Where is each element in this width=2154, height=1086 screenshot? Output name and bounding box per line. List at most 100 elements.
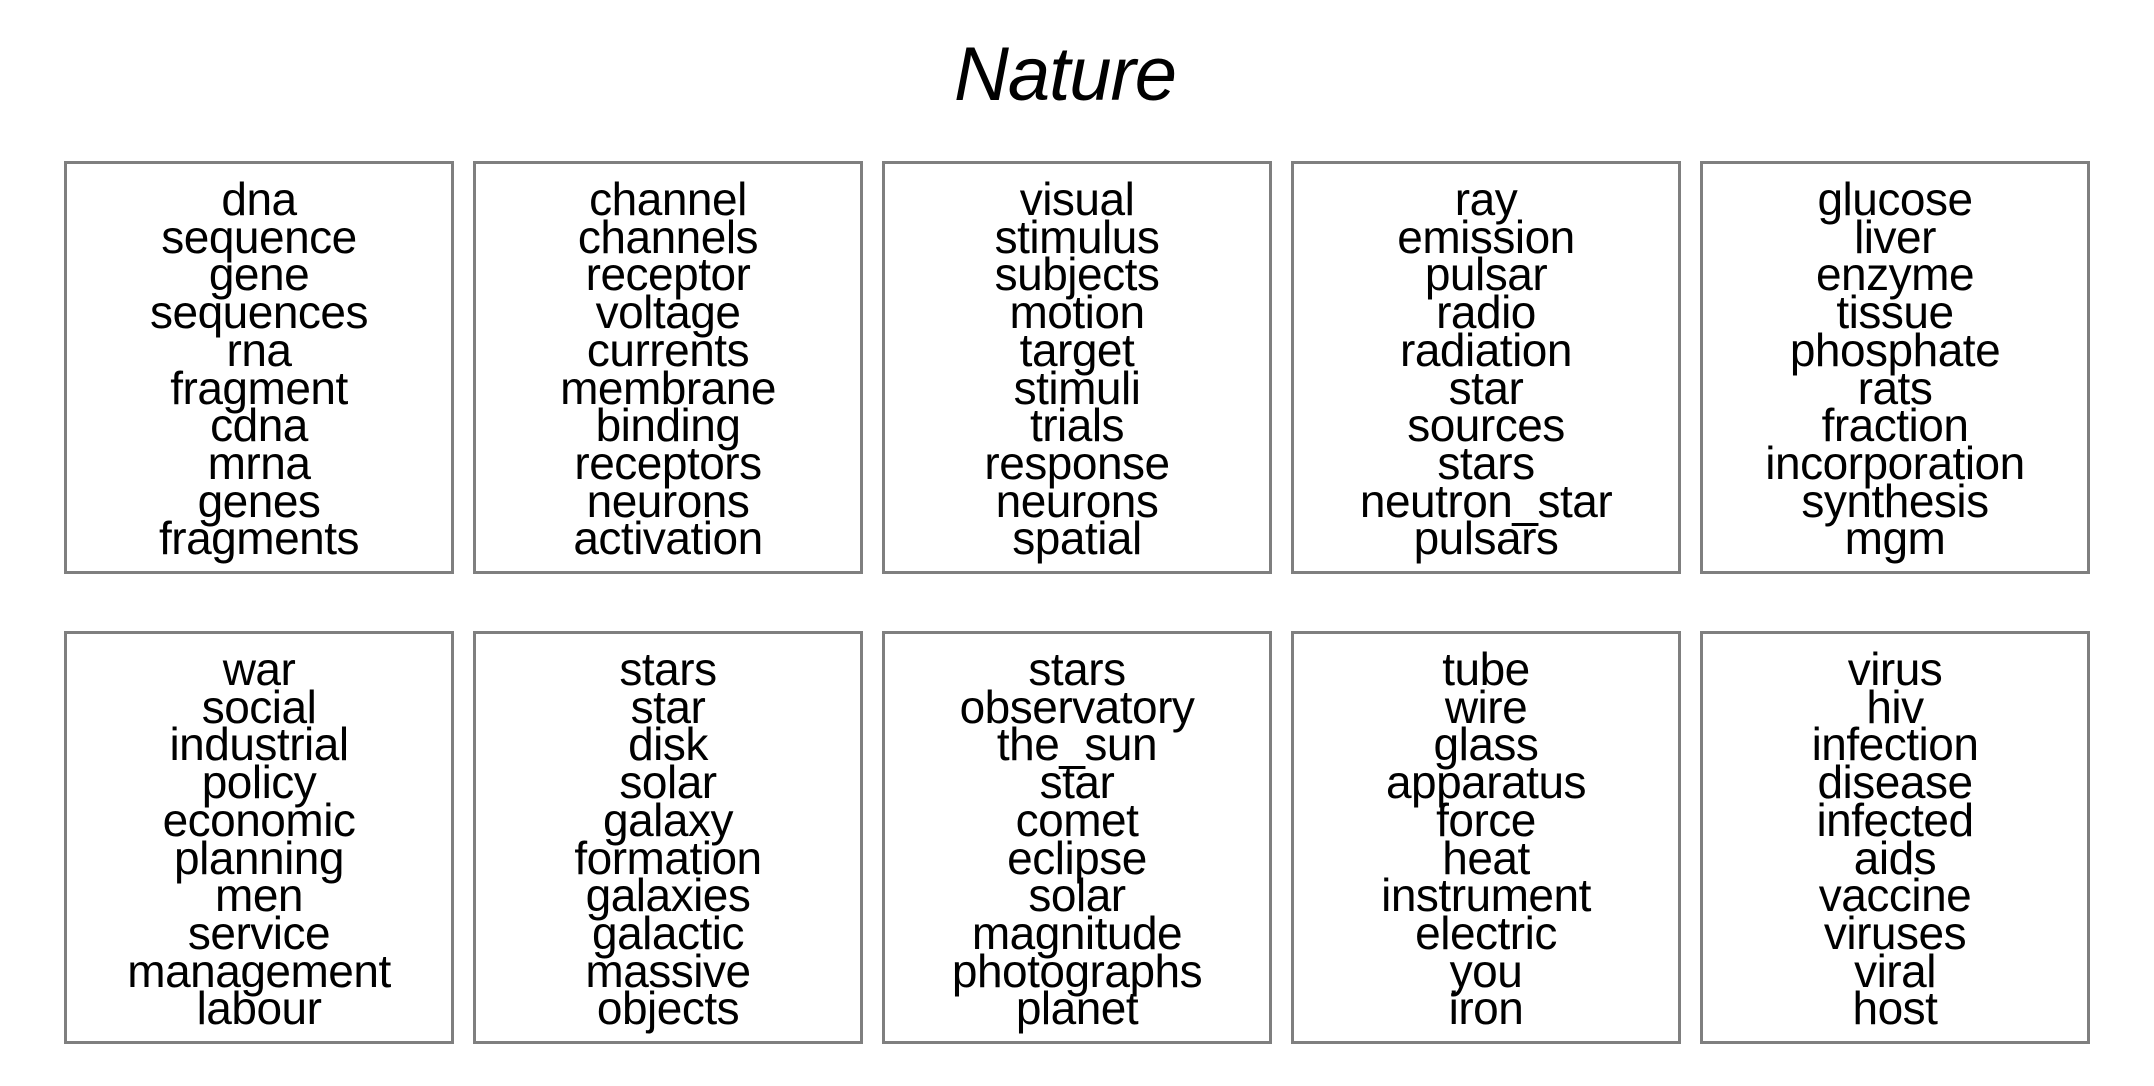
topic-word: fraction <box>1821 399 1969 452</box>
topic-word: sequences <box>150 286 369 339</box>
topic-word: massive <box>585 944 751 997</box>
topic-word: objects <box>596 982 740 1035</box>
topic-word: infected <box>1816 793 1974 846</box>
topic-word: economic <box>162 793 356 846</box>
topic-word: star <box>630 680 706 733</box>
topic-word: infection <box>1811 718 1979 771</box>
topic-word: stars <box>1028 642 1126 695</box>
topic-word: observatory <box>959 680 1195 733</box>
topic-word: tissue <box>1836 286 1954 339</box>
topic-word: incorporation <box>1765 436 2025 489</box>
topic-word: service <box>187 906 331 959</box>
topic-word: response <box>984 436 1170 489</box>
topic-word: glass <box>1433 718 1539 771</box>
topic-word: stars <box>1437 436 1535 489</box>
topic-word: stimuli <box>1013 361 1141 414</box>
topic-box-10: virus hiv infection disease infected aids vacc… <box>1700 631 2090 1044</box>
topic-word: phosphate <box>1789 323 2001 376</box>
topic-word: eclipse <box>1007 831 1147 884</box>
topic-word: radio <box>1436 286 1536 339</box>
topic-word: instrument <box>1381 869 1591 922</box>
topic-word: galactic <box>592 906 744 959</box>
topic-word: sources <box>1407 399 1565 452</box>
topic-word: neutron_star <box>1359 474 1613 527</box>
topic-word: synthesis <box>1801 474 1989 527</box>
topic-word: policy <box>201 756 317 809</box>
topic-word: force <box>1436 793 1536 846</box>
topic-word: voltage <box>595 286 741 339</box>
topic-word: apparatus <box>1385 756 1587 809</box>
topic-word: stars <box>619 642 717 695</box>
topic-word: vaccine <box>1818 869 1972 922</box>
topic-word: hiv <box>1866 680 1924 733</box>
topic-word: magnitude <box>971 906 1183 959</box>
topic-word: electric <box>1415 906 1557 959</box>
topic-word: planning <box>174 831 344 884</box>
topic-word: neurons <box>586 474 750 527</box>
topic-word: disease <box>1817 756 1973 809</box>
topic-word: management <box>127 944 391 997</box>
topic-word: the_sun <box>996 718 1158 771</box>
topic-word: liver <box>1854 210 1936 263</box>
topic-word: mrna <box>207 436 311 489</box>
topic-word: currents <box>586 323 750 376</box>
topic-word: binding <box>595 399 741 452</box>
topic-word: labour <box>196 982 322 1035</box>
topic-word: industrial <box>169 718 349 771</box>
topic-word: host <box>1852 982 1938 1035</box>
topic-word: aids <box>1853 831 1937 884</box>
topic-word: subjects <box>994 248 1160 301</box>
topic-box-9: tube wire glass apparatus force heat instrumen… <box>1291 631 1681 1044</box>
topic-word: wire <box>1444 680 1528 733</box>
topic-word: solar <box>1028 869 1126 922</box>
topic-word: receptor <box>585 248 751 301</box>
topic-word: motion <box>1009 286 1145 339</box>
topic-word: galaxy <box>603 793 733 846</box>
topic-word: disk <box>628 718 708 771</box>
topic-word: radiation <box>1400 323 1572 376</box>
topic-box-4: ray emission pulsar radio radiation star sourc… <box>1291 161 1681 574</box>
topic-word: target <box>1019 323 1135 376</box>
topic-word: spatial <box>1012 512 1142 565</box>
topic-word: pulsar <box>1424 248 1548 301</box>
topic-word: fragment <box>170 361 348 414</box>
topic-word: cdna <box>210 399 308 452</box>
topic-grid: dna sequence gene sequences rna fragment cdna m… <box>64 161 2090 1044</box>
topic-word: ray <box>1454 172 1518 225</box>
topic-word: formation <box>574 831 762 884</box>
topic-word: tube <box>1442 642 1530 695</box>
topic-word: iron <box>1448 982 1524 1035</box>
topic-word: mgm <box>1844 512 1946 565</box>
page-title: Nature <box>953 32 1177 117</box>
topic-word: rna <box>226 323 292 376</box>
topic-word: sequence <box>161 210 357 263</box>
topic-word: pulsars <box>1413 512 1559 565</box>
topic-box-8: stars observatory the_sun star comet eclipse s… <box>882 631 1272 1044</box>
topic-word: viral <box>1854 944 1936 997</box>
topic-word: enzyme <box>1815 248 1975 301</box>
topic-word: genes <box>197 474 321 527</box>
topic-box-7: stars star disk solar galaxy formation galaxie… <box>473 631 863 1044</box>
topic-word: channels <box>577 210 759 263</box>
topic-box-6: war social industrial policy economic plannin… <box>64 631 454 1044</box>
topic-word: heat <box>1442 831 1530 884</box>
topic-word: gene <box>208 248 310 301</box>
topic-box-2: channel channels receptor voltage currents me… <box>473 161 863 574</box>
topic-word: channel <box>589 172 747 225</box>
topic-word: men <box>215 869 303 922</box>
topic-word: trials <box>1029 399 1125 452</box>
topic-word: photographs <box>951 944 1203 997</box>
topic-box-3: visual stimulus subjects motion target stimul… <box>882 161 1272 574</box>
topic-word: you <box>1449 944 1523 997</box>
topic-box-1: dna sequence gene sequences rna fragment cdna m… <box>64 161 454 574</box>
topic-word: activation <box>573 512 763 565</box>
topic-word: viruses <box>1823 906 1967 959</box>
topic-word: receptors <box>574 436 762 489</box>
topic-word: star <box>1448 361 1524 414</box>
topic-word: social <box>201 680 317 733</box>
topic-word: stimulus <box>994 210 1160 263</box>
topic-word: fragments <box>158 512 360 565</box>
topic-box-5: glucose liver enzyme tissue phosphate rats fra… <box>1700 161 2090 574</box>
topic-word: galaxies <box>585 869 751 922</box>
topic-word: dna <box>221 172 297 225</box>
